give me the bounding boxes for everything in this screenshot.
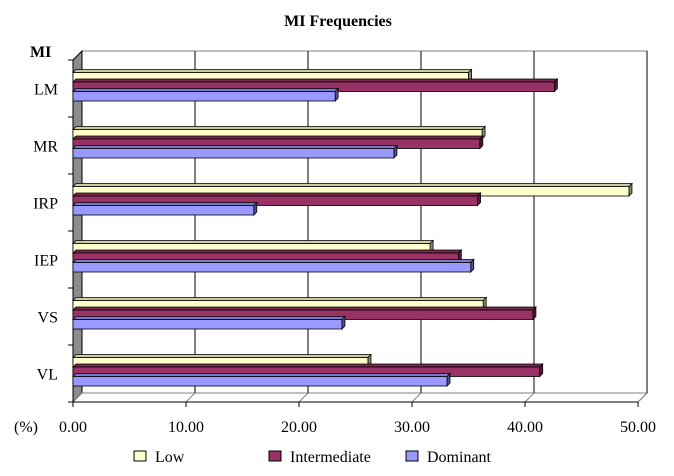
x-tick-label: 0.00 <box>59 419 87 436</box>
bar-top-face <box>72 259 475 263</box>
floor-gridline <box>185 392 196 403</box>
plot-side-wall <box>72 49 83 404</box>
bar-front-face <box>72 205 255 216</box>
bar-top-face <box>72 363 544 368</box>
bar-top-face <box>72 240 435 244</box>
axis-labels: 0.00 10.00 20.00 30.00 40.00 50.00 LM MR IRP IEP V… <box>33 82 656 437</box>
floor-gridline <box>411 392 422 403</box>
bar-front-face <box>72 376 448 387</box>
bar-top-face <box>72 297 488 301</box>
bar-top-face <box>72 78 559 83</box>
floor-gridline <box>637 392 648 403</box>
bar <box>72 201 258 216</box>
legend: Low Intermediate Dominant <box>133 449 492 466</box>
bar-top-face <box>72 354 372 358</box>
bar <box>72 87 340 102</box>
bars <box>72 68 633 387</box>
bar <box>72 315 346 330</box>
bar-top-face <box>72 192 482 197</box>
category-label: VS <box>38 310 58 327</box>
legend-label: Low <box>155 449 185 466</box>
legend-label: Intermediate <box>290 449 371 466</box>
bar-top-face <box>72 249 463 254</box>
x-tick-label: 30.00 <box>394 419 430 436</box>
bar-top-face <box>72 145 398 149</box>
floor-gridline <box>524 392 535 403</box>
bar-top-face <box>72 202 258 206</box>
x-tick-label: 50.00 <box>620 419 656 436</box>
bar <box>72 306 537 321</box>
bar <box>72 258 475 273</box>
legend-swatch <box>268 450 282 462</box>
floor-gridline <box>298 392 309 403</box>
category-label: MR <box>33 139 58 156</box>
bar-top-face <box>72 373 451 377</box>
bar-top-face <box>72 69 473 73</box>
legend-label: Dominant <box>427 449 492 466</box>
bar-front-face <box>72 262 472 273</box>
x-tick-label: 20.00 <box>281 419 317 436</box>
x-tick-label: 40.00 <box>507 419 543 436</box>
bar-top-face <box>72 316 346 320</box>
bar <box>72 144 398 159</box>
category-label: VL <box>37 367 58 384</box>
legend-swatch <box>405 450 419 462</box>
x-axis-unit-label: (%) <box>14 419 38 436</box>
legend-swatch <box>133 450 147 462</box>
bar <box>72 372 451 387</box>
bar-front-face <box>72 91 336 102</box>
category-label: IRP <box>33 196 58 213</box>
bar <box>72 192 482 207</box>
plot-area <box>68 49 649 407</box>
bar-top-face <box>72 306 537 311</box>
bar-top-face <box>72 135 484 140</box>
bar-top-face <box>72 126 487 130</box>
category-label: LM <box>34 82 58 99</box>
bar-top-face <box>72 183 633 187</box>
bar-front-face <box>72 319 343 330</box>
category-label: IEP <box>34 253 58 270</box>
bar <box>72 249 463 264</box>
x-tick-label: 10.00 <box>168 419 204 436</box>
plot-floor <box>71 392 649 403</box>
bar-front-face <box>72 148 395 159</box>
bar-front-face <box>72 195 478 206</box>
bar <box>72 125 487 140</box>
chart-title: MI Frequencies <box>284 13 392 30</box>
plot-back-wall <box>81 50 648 394</box>
bar-top-face <box>72 88 340 92</box>
y-axis-label: MI <box>30 44 51 61</box>
bar <box>72 363 544 378</box>
